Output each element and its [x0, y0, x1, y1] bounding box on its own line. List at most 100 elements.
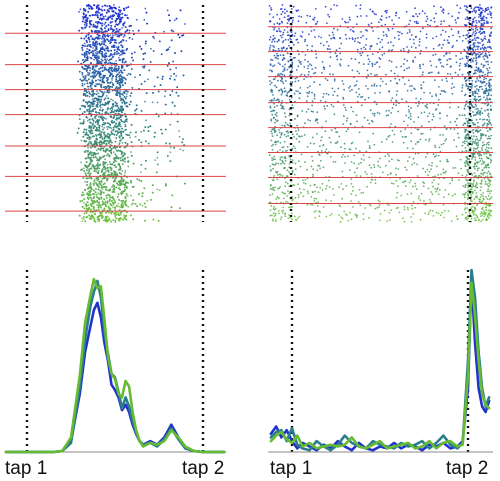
- raster-point: [76, 132, 79, 134]
- raster-point: [105, 186, 108, 189]
- raster-point: [95, 111, 98, 114]
- raster-point: [106, 82, 109, 84]
- raster-point: [142, 58, 145, 61]
- raster-point: [91, 151, 93, 154]
- raster-point: [90, 46, 92, 48]
- raster-point: [107, 133, 109, 135]
- raster-point: [91, 123, 94, 126]
- raster-point: [168, 14, 170, 16]
- raster-point: [103, 133, 106, 136]
- raster-point: [121, 170, 124, 172]
- raster-point: [105, 170, 108, 173]
- raster-point: [89, 106, 92, 109]
- raster-point: [98, 159, 100, 162]
- raster-point: [105, 143, 108, 146]
- raster-point: [164, 112, 167, 115]
- raster-point: [111, 82, 114, 84]
- raster-point: [169, 146, 172, 149]
- raster-point: [107, 102, 110, 105]
- raster-point: [99, 100, 102, 103]
- raster-point: [89, 5, 92, 8]
- raster-point: [164, 90, 167, 93]
- raster-point: [108, 7, 111, 10]
- raster-point: [94, 140, 96, 143]
- raster-point: [91, 98, 94, 100]
- raster-point: [121, 49, 124, 52]
- raster-point: [82, 79, 85, 82]
- raster-point: [93, 170, 96, 172]
- raster-point: [147, 130, 150, 133]
- raster-point: [117, 110, 120, 112]
- raster-point: [103, 9, 106, 12]
- raster-point: [95, 54, 98, 57]
- raster-point: [122, 108, 125, 110]
- raster-point: [97, 178, 100, 181]
- raster-point: [121, 33, 123, 36]
- raster-point: [105, 117, 107, 120]
- raster-point: [98, 111, 100, 114]
- raster-point: [102, 164, 105, 166]
- raster-point: [128, 134, 131, 137]
- raster-point: [83, 53, 86, 56]
- raster-point: [91, 214, 93, 217]
- raster-point: [92, 101, 95, 103]
- raster-point: [115, 75, 117, 78]
- raster-point: [94, 121, 97, 124]
- raster-point: [93, 38, 96, 41]
- raster-point: [111, 53, 114, 56]
- raster-point: [104, 158, 106, 161]
- raster-point: [89, 14, 91, 17]
- raster-point: [120, 183, 123, 186]
- raster-point: [99, 193, 102, 196]
- raster-point: [111, 79, 113, 81]
- raster-point: [97, 172, 100, 175]
- raster-point: [136, 178, 139, 181]
- raster-point: [92, 92, 95, 95]
- raster-point: [97, 170, 100, 173]
- raster-point: [86, 57, 89, 60]
- raster-point: [112, 99, 114, 102]
- raster-point: [168, 62, 170, 64]
- raster-point: [126, 29, 129, 31]
- raster-point: [121, 51, 124, 53]
- raster-point: [121, 111, 123, 114]
- raster-point: [84, 64, 87, 67]
- raster-point: [178, 130, 181, 132]
- raster-point: [83, 218, 85, 220]
- raster-point: [130, 68, 133, 70]
- raster-point: [87, 143, 90, 145]
- raster-point: [99, 205, 102, 207]
- raster-point: [124, 14, 126, 17]
- raster-point: [117, 183, 119, 186]
- raster-point: [94, 49, 97, 52]
- raster-point: [169, 123, 172, 126]
- raster-point: [89, 152, 92, 154]
- raster-point: [90, 154, 93, 156]
- raster-point: [100, 98, 102, 101]
- raster-point: [85, 207, 88, 210]
- raster-point: [92, 42, 95, 45]
- raster-point: [117, 202, 120, 205]
- raster-point: [88, 66, 91, 69]
- raster-point: [99, 70, 101, 73]
- raster-point: [123, 179, 125, 182]
- raster-point: [111, 86, 113, 88]
- raster-point: [132, 162, 135, 165]
- raster-point: [95, 48, 98, 51]
- raster-point: [124, 169, 127, 172]
- raster-point: [88, 184, 91, 187]
- raster-point: [92, 52, 94, 55]
- raster-point: [110, 130, 113, 133]
- raster-point: [117, 52, 120, 55]
- raster-point: [115, 78, 118, 81]
- raster-point: [118, 168, 120, 171]
- raster-point: [101, 9, 103, 12]
- raster-point: [124, 31, 127, 33]
- raster-point: [90, 177, 93, 179]
- raster-point: [122, 218, 125, 221]
- raster-point: [157, 115, 160, 118]
- raster-point: [90, 57, 93, 60]
- raster-point: [86, 110, 89, 112]
- raster-point: [108, 195, 111, 197]
- raster-point: [97, 192, 100, 195]
